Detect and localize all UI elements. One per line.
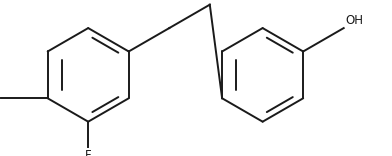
Text: OH: OH bbox=[346, 14, 364, 27]
Text: F: F bbox=[85, 149, 91, 156]
